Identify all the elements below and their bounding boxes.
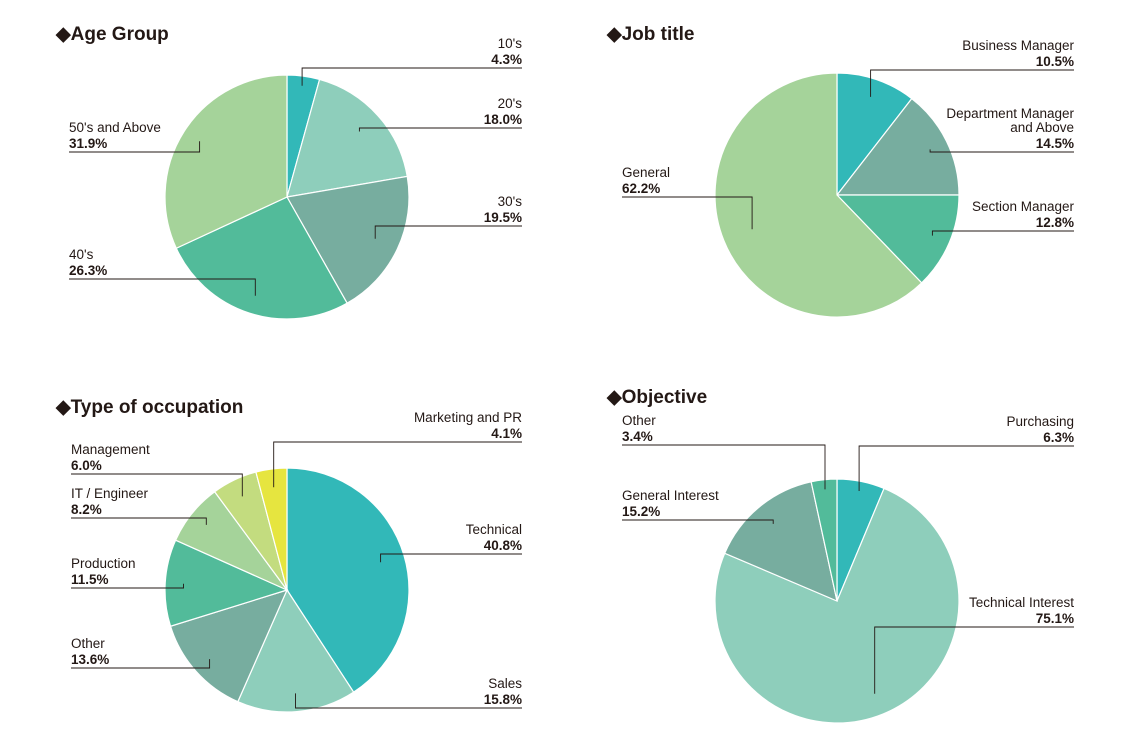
slice-label: 40's xyxy=(69,247,94,262)
leader-line xyxy=(870,69,1074,97)
slice-label: Purchasing xyxy=(1006,414,1074,429)
chart-title: ◆Type of occupation xyxy=(55,397,243,418)
leader-line xyxy=(358,127,522,132)
slice-value: 75.1% xyxy=(1036,611,1074,626)
slice-label: 30's xyxy=(498,194,523,209)
slice-label: Other xyxy=(71,636,105,651)
slice-label: and Above xyxy=(1010,120,1074,135)
slice-value: 18.0% xyxy=(484,112,522,127)
slice-value: 62.2% xyxy=(622,181,660,196)
slice-label: Production xyxy=(71,556,136,571)
slice-value: 11.5% xyxy=(71,572,109,587)
pie-slice-production xyxy=(164,539,289,627)
slice-value: 3.4% xyxy=(622,429,653,444)
slice-label: 20's xyxy=(498,96,523,111)
slice-value: 15.2% xyxy=(622,504,660,519)
slice-label: Other xyxy=(622,413,656,428)
pie-chart-age-group: ◆Age Group 10's4.3% 20's18.0% 30's19.5% 40's… xyxy=(55,24,523,320)
slice-label: Business Manager xyxy=(962,38,1074,53)
slice-value: 31.9% xyxy=(69,136,107,151)
leader-line xyxy=(71,659,211,669)
slice-label: Section Manager xyxy=(972,199,1075,214)
slice-label: Marketing and PR xyxy=(414,410,522,425)
leader-line xyxy=(858,445,1074,491)
leader-line xyxy=(69,278,256,296)
slice-label: 10's xyxy=(498,36,523,51)
slice-label: Technical Interest xyxy=(969,595,1074,610)
pie-slice-business-manager xyxy=(836,72,913,197)
slice-value: 4.3% xyxy=(491,52,522,67)
slice-value: 13.6% xyxy=(71,652,109,667)
slice-label: IT / Engineer xyxy=(71,486,149,501)
leader-line xyxy=(71,583,184,589)
slice-value: 8.2% xyxy=(71,502,102,517)
leader-line xyxy=(374,225,522,239)
pie-slice-general xyxy=(714,72,923,318)
pie-slice-technical-interest xyxy=(714,487,960,724)
pie-slice-department-manager-and-above xyxy=(835,97,960,196)
pie-slice-other xyxy=(169,589,289,703)
chart-title: ◆Job title xyxy=(606,24,694,45)
leader-line xyxy=(301,67,522,86)
pie-slice-general-interest xyxy=(723,481,838,603)
slice-label: Technical xyxy=(466,522,522,537)
leader-line xyxy=(273,441,522,488)
slice-value: 10.5% xyxy=(1036,54,1074,69)
slice-label: Department Manager xyxy=(946,106,1074,121)
pie-slice-section-manager xyxy=(835,194,960,284)
pie-slice-50-s-and-above xyxy=(164,74,288,250)
slice-value: 6.3% xyxy=(1043,430,1074,445)
slice-label: Sales xyxy=(488,676,522,691)
leader-line xyxy=(380,553,522,563)
slice-value: 40.8% xyxy=(484,538,522,553)
chart-title: ◆Objective xyxy=(606,387,707,408)
leader-line xyxy=(929,149,1074,153)
slice-label: 50's and Above xyxy=(69,120,161,135)
pie-slice-sales xyxy=(237,588,355,713)
slice-value: 12.8% xyxy=(1036,215,1074,230)
pie-slice-40-s xyxy=(175,196,348,320)
pie-slice-20-s xyxy=(286,78,408,198)
slice-value: 15.8% xyxy=(484,692,522,707)
slice-label: General xyxy=(622,165,670,180)
pie-slice-30-s xyxy=(286,175,410,304)
slice-label: Management xyxy=(71,442,150,457)
slice-value: 14.5% xyxy=(1036,136,1074,151)
slice-value: 4.1% xyxy=(491,426,522,441)
slice-value: 19.5% xyxy=(484,210,522,225)
slice-label: General Interest xyxy=(622,488,719,503)
slice-value: 6.0% xyxy=(71,458,102,473)
leader-line xyxy=(874,626,1074,694)
leader-line xyxy=(622,196,753,230)
leader-line xyxy=(71,517,207,525)
leader-line xyxy=(69,141,201,153)
pie-slice-other xyxy=(810,478,838,602)
chart-title: ◆Age Group xyxy=(55,24,169,45)
leader-line xyxy=(622,519,774,524)
leader-line xyxy=(622,444,826,490)
leader-line xyxy=(931,230,1074,236)
pie-slice-marketing-and-pr xyxy=(255,467,288,591)
leader-line xyxy=(71,473,243,497)
leader-line xyxy=(295,693,522,709)
slice-value: 26.3% xyxy=(69,263,107,278)
